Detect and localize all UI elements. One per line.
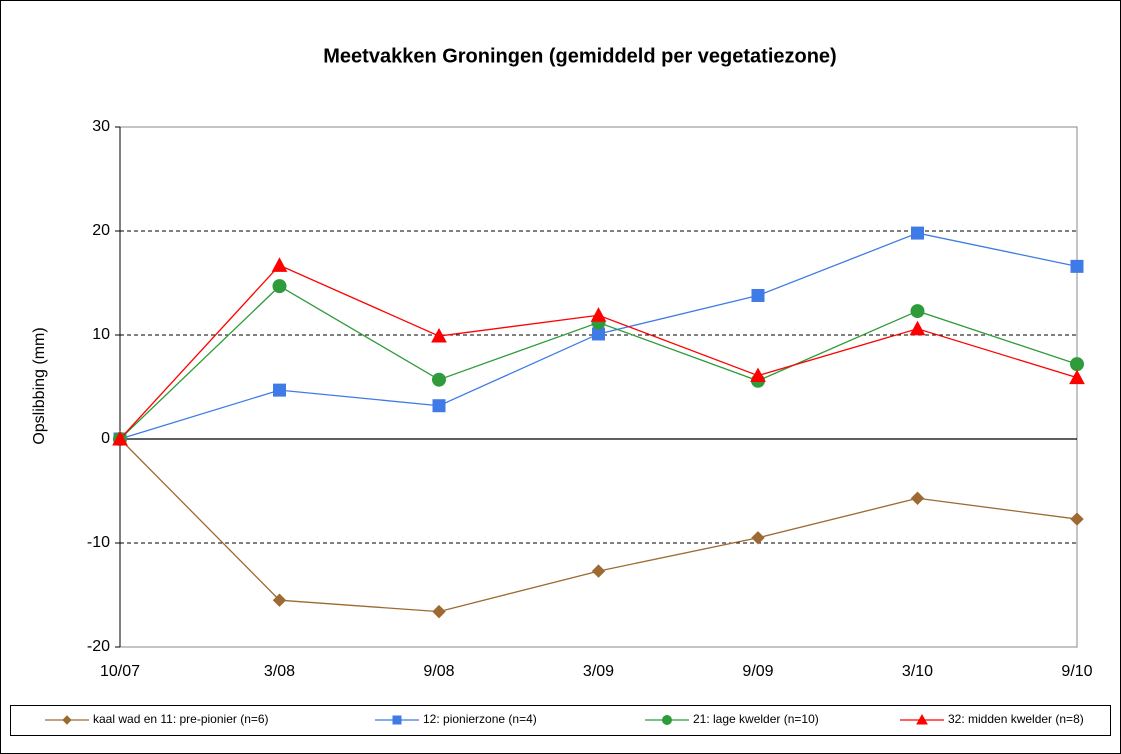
- marker: [432, 604, 446, 619]
- marker: [590, 307, 607, 322]
- x-tick-label: 10/07: [100, 663, 140, 680]
- marker: [751, 531, 765, 545]
- marker: [910, 304, 925, 319]
- marker: [112, 430, 128, 446]
- marker: [272, 593, 287, 607]
- marker: [662, 715, 672, 725]
- y-tick-label: 20: [92, 222, 110, 239]
- x-tick-label: 3/10: [902, 663, 933, 680]
- marker: [431, 327, 447, 343]
- marker: [592, 327, 605, 341]
- marker: [392, 715, 402, 725]
- marker: [271, 257, 288, 272]
- y-tick-label: -20: [87, 638, 110, 655]
- y-tick-label: -10: [87, 534, 110, 551]
- marker: [591, 564, 606, 578]
- x-tick-label: 3/09: [583, 663, 614, 680]
- chart-title: Meetvakken Groningen (gemiddeld per vege…: [323, 45, 836, 67]
- y-axis-label: Opslibbing (mm): [31, 327, 48, 444]
- marker: [62, 715, 72, 725]
- x-tick-label: 3/08: [264, 663, 295, 680]
- x-tick-label: 9/08: [423, 663, 454, 680]
- legend-label: 12: pionierzone (n=4): [423, 712, 537, 726]
- legend-label: 32: midden kwelder (n=8): [948, 712, 1084, 726]
- marker: [750, 367, 766, 383]
- marker: [1070, 512, 1084, 526]
- marker: [751, 288, 765, 302]
- legend-label: 21: lage kwelder (n=10): [693, 712, 819, 726]
- marker: [911, 226, 924, 240]
- marker: [916, 713, 928, 725]
- marker: [1070, 357, 1084, 372]
- marker: [1070, 259, 1084, 273]
- marker: [273, 383, 286, 397]
- marker: [432, 399, 446, 413]
- marker: [1069, 369, 1085, 385]
- marker: [909, 320, 926, 336]
- marker: [432, 372, 446, 387]
- x-tick-label: 9/10: [1061, 663, 1092, 680]
- x-tick-label: 9/09: [742, 663, 773, 680]
- legend-label: kaal wad en 11: pre-pionier (n=6): [93, 712, 269, 726]
- marker: [910, 491, 925, 505]
- y-tick-label: 10: [92, 326, 110, 343]
- marker: [272, 279, 287, 294]
- y-tick-label: 0: [101, 430, 110, 447]
- y-tick-label: 30: [92, 118, 110, 135]
